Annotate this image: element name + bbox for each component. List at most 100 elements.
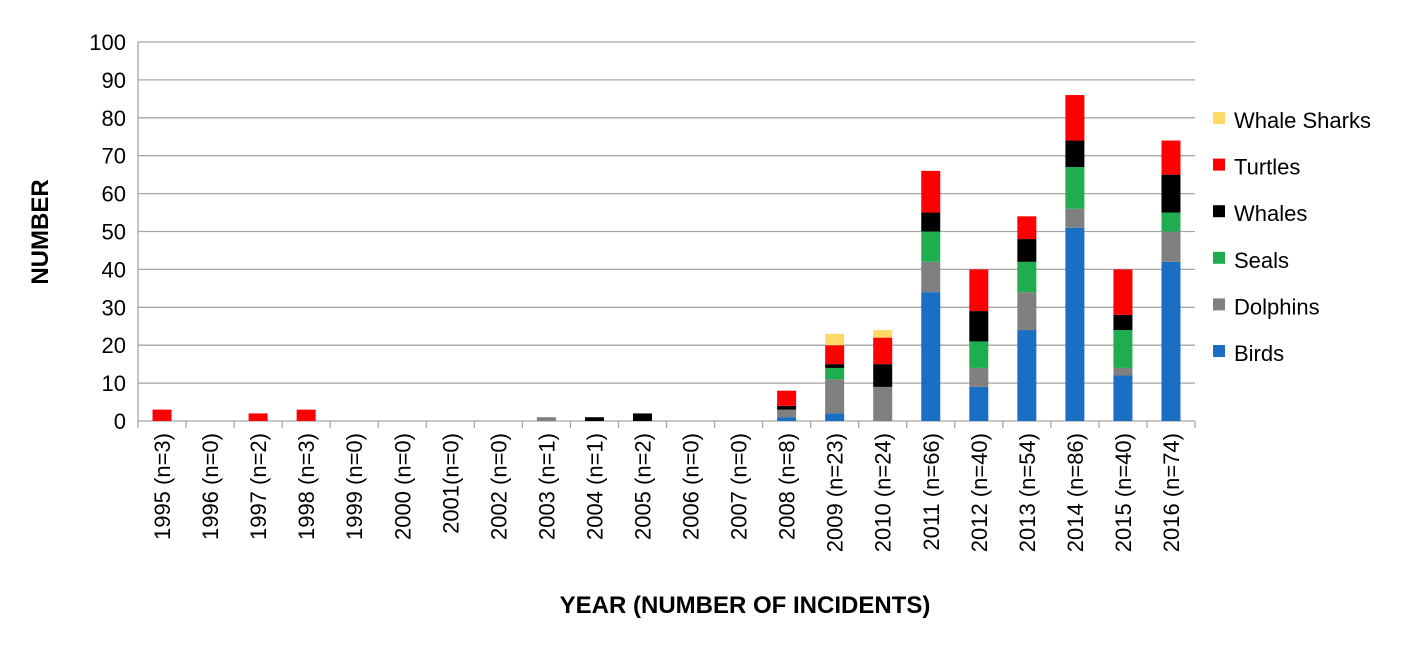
x-tick-label: 1996 (n=0) [198, 433, 223, 540]
legend-label-seals: Seals [1234, 248, 1289, 273]
bar-segment-birds [777, 417, 797, 421]
bar-segment-turtles [296, 409, 316, 421]
bar-segment-dolphins [969, 367, 989, 387]
bar-segment-whales [1161, 174, 1181, 213]
x-axis-title: YEAR (NUMBER OF INCIDENTS) [560, 592, 931, 619]
legend-swatch-birds [1213, 345, 1225, 357]
bar-segment-turtles [248, 413, 268, 421]
x-tick-label: 2006 (n=0) [679, 433, 704, 540]
x-tick-label: 2001(n=0) [438, 433, 463, 534]
bar-segment-turtles [152, 409, 172, 421]
x-tick-label: 2000 (n=0) [390, 433, 415, 540]
bar-segment-seals [1161, 212, 1181, 232]
bar-segment-whales [584, 417, 604, 421]
bar-segment-seals [1017, 261, 1037, 293]
gridlines [138, 41, 1195, 384]
bar-segment-dolphins [1065, 208, 1085, 228]
bar-segment-whales [1017, 239, 1037, 262]
bar-segment-whales [632, 413, 652, 421]
bar-segment-turtles [1161, 140, 1181, 175]
y-tick-label: 20 [102, 333, 126, 358]
bar-segment-birds [1065, 227, 1085, 421]
bar-segment-seals [969, 341, 989, 368]
y-tick-label: 90 [102, 68, 126, 93]
y-tick-label: 0 [114, 409, 126, 434]
legend: Whale Sharks Turtles Whales Seals Dolphins Bi… [1213, 108, 1371, 366]
bars [152, 95, 1181, 421]
y-tick-label: 10 [102, 371, 126, 396]
y-axis-title: NUMBER [27, 179, 54, 284]
bar-segment-turtles [1113, 269, 1133, 315]
axes [137, 42, 1196, 428]
bar-segment-turtles [873, 337, 893, 365]
x-tick-label: 2012 (n=40) [967, 433, 992, 552]
legend-swatch-seals [1213, 251, 1225, 264]
bar-segment-whales [1113, 314, 1133, 331]
x-tick-label: 2007 (n=0) [727, 433, 752, 540]
y-tick-label: 70 [102, 144, 126, 169]
x-tick-label: 2002 (n=0) [486, 433, 511, 540]
bar-segment-dolphins [921, 261, 941, 293]
bar-segment-birds [1017, 330, 1037, 421]
legend-label-whales: Whales [1234, 201, 1307, 226]
bar-segment-birds [825, 413, 845, 421]
x-tick-label: 2013 (n=54) [1015, 433, 1040, 552]
x-tick-label: 2010 (n=24) [871, 433, 896, 552]
y-tick-label: 40 [102, 257, 126, 282]
bar-segment-whales [777, 405, 797, 410]
bar-segment-whales [969, 311, 989, 342]
bar-segment-birds [921, 292, 941, 421]
bar-segment-whales [921, 212, 941, 232]
x-tick-label: 2015 (n=40) [1111, 433, 1136, 552]
bar-segment-whales [873, 364, 893, 387]
bar-segment-birds [1113, 375, 1133, 421]
x-tick-label: 2014 (n=86) [1063, 433, 1088, 552]
bar-segment-turtles [825, 345, 845, 365]
x-tick-label: 1997 (n=2) [246, 433, 271, 540]
bar-segment-seals [921, 231, 941, 262]
legend-label-dolphins: Dolphins [1234, 294, 1320, 319]
x-tick-label: 2004 (n=1) [582, 433, 607, 540]
bar-segment-whale-sharks [873, 330, 893, 338]
x-tick-label: 2003 (n=1) [534, 433, 559, 540]
bar-segment-birds [969, 386, 989, 421]
bar-segment-seals [1113, 330, 1133, 368]
x-tick-label: 1999 (n=0) [342, 433, 367, 540]
bar-segment-whales [1065, 140, 1085, 168]
x-tick-label: 2005 (n=2) [630, 433, 655, 540]
x-tick-label: 2008 (n=8) [775, 433, 800, 540]
legend-swatch-dolphins [1213, 298, 1225, 311]
bar-segment-dolphins [825, 379, 845, 414]
legend-swatch-whales [1213, 205, 1225, 218]
bar-segment-dolphins [1017, 292, 1037, 331]
y-tick-label: 100 [89, 30, 126, 55]
bar-segment-turtles [969, 269, 989, 312]
bar-segment-dolphins [873, 386, 893, 421]
bar-segment-turtles [1017, 216, 1037, 240]
bar-segment-turtles [921, 170, 941, 213]
x-tick-label: 1998 (n=3) [294, 433, 319, 540]
x-tick-label: 2016 (n=74) [1159, 433, 1184, 552]
bar-segment-whales [825, 364, 845, 368]
legend-label-birds: Birds [1234, 341, 1284, 366]
bar-segment-dolphins [536, 417, 556, 421]
bar-segment-dolphins [1161, 231, 1181, 262]
legend-swatch-whale-sharks [1213, 112, 1225, 124]
bar-segment-seals [1065, 167, 1085, 209]
y-tick-labels: 0 10 20 30 40 50 60 70 80 90 100 [89, 30, 126, 434]
legend-label-whale-sharks: Whale Sharks [1234, 108, 1371, 133]
bar-segment-turtles [1065, 95, 1085, 141]
bar-segment-turtles [777, 390, 797, 406]
x-tick-label: 2011 (n=66) [919, 433, 944, 551]
x-tick-label: 2009 (n=23) [823, 433, 848, 552]
x-tick-label: 1995 (n=3) [150, 433, 175, 540]
bar-segment-seals [825, 367, 845, 380]
y-tick-label: 80 [102, 106, 126, 131]
bar-segment-whale-sharks [825, 333, 845, 346]
y-tick-label: 50 [102, 220, 126, 245]
x-tick-labels: 1995 (n=3) 1996 (n=0) 1997 (n=2) 1998 (n=3)… [150, 433, 1184, 552]
bar-segment-dolphins [1113, 367, 1133, 376]
legend-swatch-turtles [1213, 158, 1225, 171]
